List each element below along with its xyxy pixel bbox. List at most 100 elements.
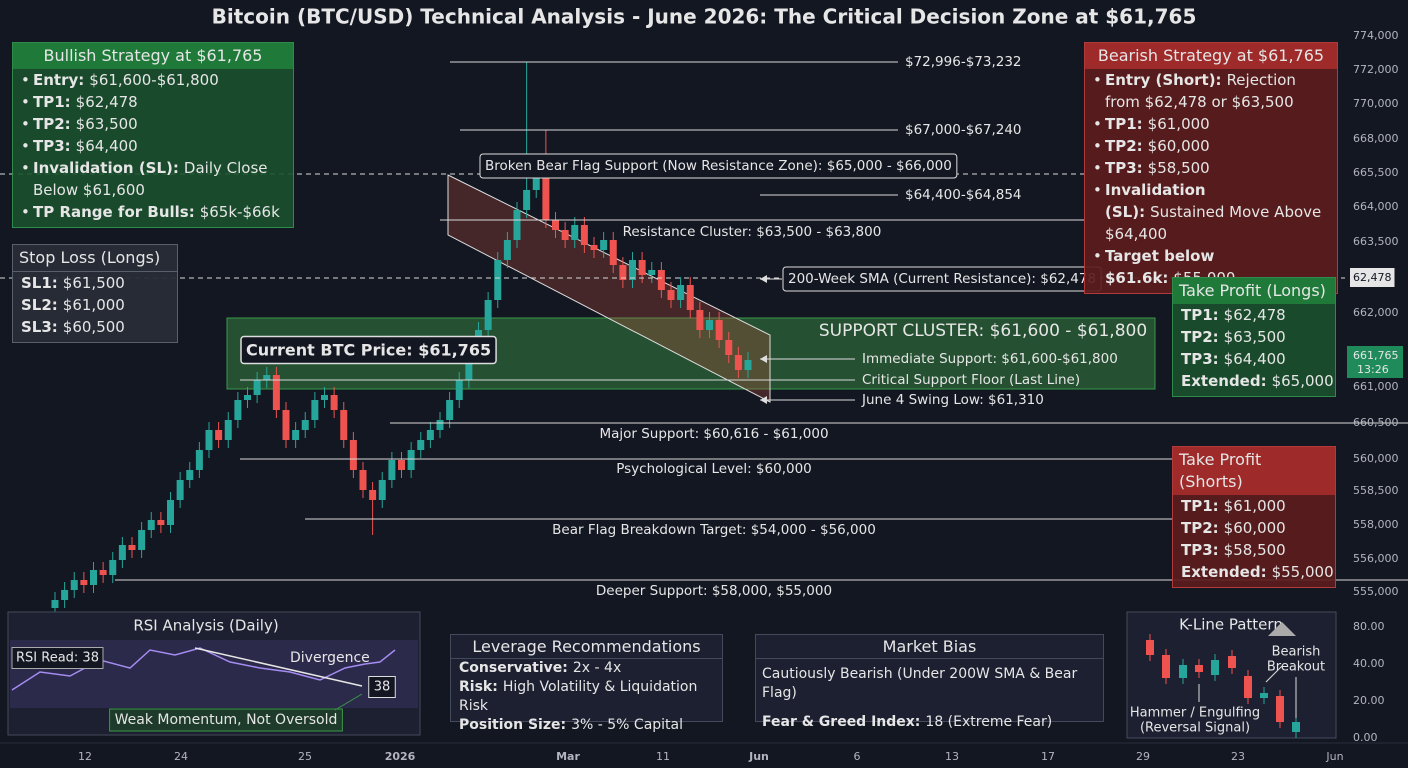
panel-item: TP1:$61,000 <box>1173 495 1335 517</box>
x-tick-label: 17 <box>1041 750 1055 763</box>
panel-item: SL2: $61,000 <box>13 294 177 316</box>
rsi-read: RSI Read: 38 <box>16 651 99 666</box>
item-text: $61,000 <box>1223 497 1286 515</box>
item-label: TP3: <box>1181 541 1219 559</box>
y-tick-label: 663,500 <box>1353 235 1399 248</box>
item-text: $63,500 <box>75 115 138 133</box>
panel-item: Extended: $55,000 <box>1173 561 1335 583</box>
divergence-line <box>194 647 363 687</box>
item-label: Conservative: <box>459 660 568 676</box>
kline-body <box>1146 640 1154 655</box>
x-tick-label: 29 <box>1136 750 1150 763</box>
y-tick-label: 774,000 <box>1353 29 1399 42</box>
panel-title: Bullish Strategy at $61,765 <box>13 43 293 69</box>
item-label: Target below $61.6k: <box>1105 247 1215 287</box>
item-label: TP1: <box>33 93 71 111</box>
label-box <box>368 676 396 698</box>
candle-body <box>253 380 261 395</box>
item-label: TP3: <box>1105 159 1143 177</box>
x-tick-label: Mar <box>556 750 580 763</box>
candle-body <box>349 440 357 470</box>
y-tick-label: 662,000 <box>1353 306 1399 319</box>
candle-body <box>157 520 165 525</box>
leverage-panel: Leverage Recommendations Conservative: 2x … <box>450 634 723 733</box>
candle-body <box>369 490 377 500</box>
candle-body <box>657 270 665 290</box>
market-bias-panel: Market Bias Cautiously Bearish (Under 200… <box>755 634 1104 730</box>
candle-body <box>138 530 146 550</box>
x-tick-label: Jun <box>1325 750 1343 763</box>
item-text: $61,000 <box>62 296 125 314</box>
panel-item: Invalidation (SL):Daily Close Below $61,… <box>13 157 293 201</box>
candle-body <box>638 260 646 275</box>
level-label: Critical Support Floor (Last Line) <box>862 372 1080 388</box>
item-label: Fear & Greed Index: <box>762 714 921 730</box>
panel-item: Extended: $65,000 <box>1173 370 1335 392</box>
candle-body <box>571 225 579 240</box>
panel-item: TP1:$62,478 <box>13 91 293 113</box>
y-tick-label: 661,000 <box>1353 380 1399 393</box>
level-label: SUPPORT CLUSTER: $61,600 - $61,800 <box>819 321 1147 341</box>
candle-body <box>70 580 78 590</box>
item-label: TP1: <box>1105 115 1143 133</box>
y-tick-label: 560,000 <box>1353 452 1399 465</box>
candle-body <box>734 355 742 370</box>
item-text: $62,478 <box>1223 306 1286 324</box>
panel-item: SL1: $61,500 <box>13 272 177 294</box>
item-text: $65,000 <box>1271 372 1334 390</box>
item-text: $60,000 <box>1223 519 1286 537</box>
item-label: TP1: <box>1181 497 1219 515</box>
rsi-tick-label: 20.00 <box>1353 694 1385 707</box>
candle-body <box>205 430 213 450</box>
tp-longs-panel: Take Profit (Longs) TP1: $62,478 TP2: $63,50… <box>1172 277 1336 397</box>
x-tick-label: 23 <box>1231 750 1245 763</box>
current-price-tag <box>1347 346 1403 378</box>
level-label: Broken Bear Flag Support (Now Resistance… <box>485 158 952 174</box>
item-label: TP2: <box>1181 328 1219 346</box>
kline-title: K-Line Pattern <box>1179 616 1283 634</box>
candle-body <box>696 310 704 330</box>
item-text: High Volatility & Liquidation Risk <box>459 679 698 714</box>
label-box <box>479 153 958 179</box>
candle-body <box>523 190 531 210</box>
level-label: Deeper Support: $58,000, $55,000 <box>596 583 832 599</box>
candle-body <box>263 375 271 380</box>
candle-body <box>51 600 59 608</box>
x-tick-label: 13 <box>945 750 959 763</box>
candle-body <box>147 520 155 530</box>
panel-item: Risk: High Volatility & Liquidation Risk <box>451 678 722 716</box>
y-tick-label: 660,500 <box>1353 416 1399 429</box>
candle-body <box>648 270 656 275</box>
item-text: Sustained Move Above $64,400 <box>1105 203 1322 243</box>
candle-body <box>744 360 752 370</box>
candle-body <box>311 400 319 420</box>
candle-body <box>330 395 338 410</box>
candle-body <box>109 560 117 575</box>
y-tick-label: 555,000 <box>1353 585 1399 598</box>
panel-item: Conservative: 2x - 4x <box>451 659 722 678</box>
candle-body <box>629 260 636 280</box>
candle-body <box>436 420 444 430</box>
panel-item: Invalidation (SL):Sustained Move Above $… <box>1085 179 1337 245</box>
candle-body <box>715 320 723 340</box>
rsi-divergence: Divergence <box>290 650 370 666</box>
candle-body <box>378 480 386 500</box>
level-label: 200-Week SMA (Current Resistance): $62,4… <box>788 271 1096 287</box>
candle-body <box>80 580 88 585</box>
candle-body <box>359 470 367 490</box>
level-label: Resistance Cluster: $63,500 - $63,800 <box>623 224 882 240</box>
level-label: Immediate Support: $61,600-$61,800 <box>862 351 1118 367</box>
panel-item: Position Size: 3% - 5% Capital <box>451 716 722 735</box>
candle-body <box>503 240 511 260</box>
kline-body <box>1244 676 1252 698</box>
page-title: Bitcoin (BTC/USD) Technical Analysis - J… <box>212 5 1197 29</box>
candle-body <box>388 460 396 480</box>
current-price: 661,765 <box>1353 349 1399 362</box>
item-text: $60,500 <box>62 318 125 336</box>
item-text: $63,500 <box>1223 328 1286 346</box>
x-tick-label: 24 <box>174 750 188 763</box>
level-label: Major Support: $60,616 - $61,000 <box>599 426 828 442</box>
panel-item: TP3:$58,500 <box>1173 539 1335 561</box>
candle-body <box>340 410 348 440</box>
